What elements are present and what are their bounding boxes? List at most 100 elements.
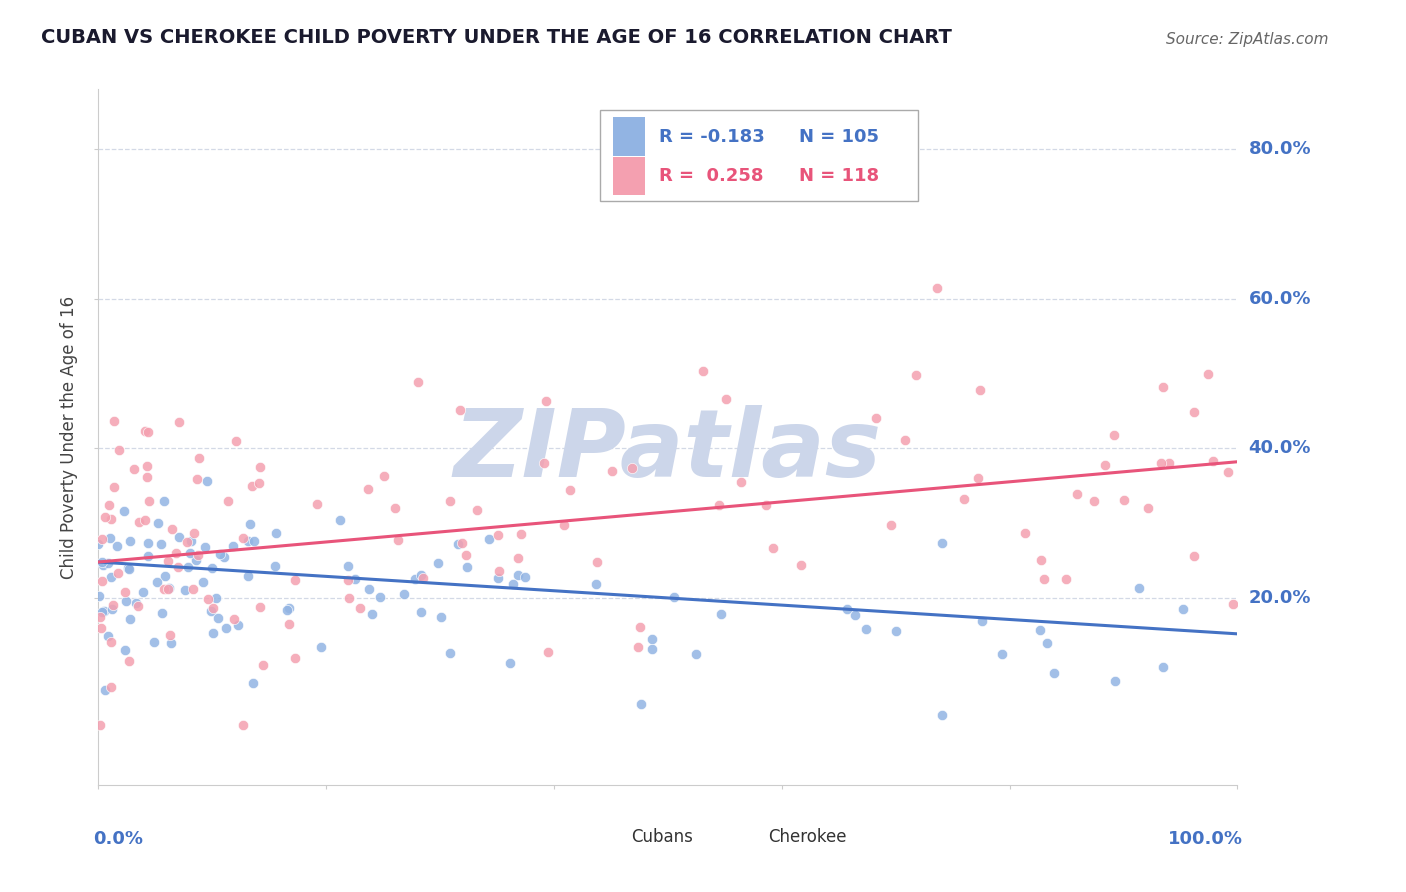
Point: [486, 571, 509, 585]
Point: [205, 591, 228, 606]
Point: [284, 650, 307, 665]
Point: [709, 607, 731, 621]
Point: [337, 591, 360, 605]
Point: [105, 539, 128, 553]
Point: [1036, 635, 1059, 649]
Point: [630, 697, 652, 711]
Point: [707, 498, 730, 512]
Point: [361, 607, 384, 622]
Text: Cherokee: Cherokee: [768, 828, 846, 847]
Text: 0.0%: 0.0%: [93, 830, 143, 848]
Point: [952, 491, 974, 506]
Point: [716, 392, 738, 406]
Point: [100, 570, 122, 584]
Point: [238, 533, 260, 548]
Point: [228, 618, 250, 632]
Point: [100, 680, 122, 694]
Point: [1033, 572, 1056, 586]
Point: [156, 553, 179, 567]
Point: [186, 553, 208, 567]
Text: 100.0%: 100.0%: [1168, 830, 1243, 848]
Point: [506, 567, 529, 582]
Text: 80.0%: 80.0%: [1249, 140, 1312, 158]
Point: [150, 537, 173, 551]
Point: [931, 708, 953, 723]
Point: [120, 533, 142, 548]
Point: [508, 551, 530, 566]
Point: [1182, 404, 1205, 418]
Point: [585, 577, 607, 591]
Point: [1042, 666, 1064, 681]
Point: [134, 513, 156, 527]
Point: [855, 622, 877, 636]
Point: [1031, 553, 1053, 567]
Point: [152, 582, 174, 597]
Point: [240, 479, 263, 493]
Point: [207, 611, 229, 625]
Point: [138, 425, 160, 439]
Point: [502, 577, 524, 591]
Point: [108, 443, 131, 458]
Point: [103, 598, 125, 612]
Point: [89, 718, 111, 732]
Point: [990, 647, 1012, 661]
Point: [186, 472, 208, 486]
Point: [1054, 572, 1077, 586]
Point: [159, 628, 181, 642]
Point: [447, 537, 470, 551]
Point: [157, 582, 180, 596]
Point: [201, 600, 224, 615]
Point: [370, 591, 392, 605]
Text: 40.0%: 40.0%: [1249, 439, 1312, 458]
Text: R = -0.183: R = -0.183: [659, 128, 765, 145]
Point: [865, 410, 887, 425]
Point: [160, 636, 183, 650]
Text: ZIPatlas: ZIPatlas: [454, 405, 882, 497]
Point: [138, 535, 160, 549]
Point: [305, 497, 328, 511]
Point: [641, 632, 664, 646]
Point: [264, 558, 287, 573]
Point: [127, 599, 149, 614]
Point: [118, 612, 141, 626]
Point: [844, 608, 866, 623]
Point: [122, 461, 145, 475]
Point: [1150, 456, 1173, 470]
Point: [114, 643, 136, 657]
Point: [1083, 494, 1105, 508]
Point: [284, 573, 307, 587]
Point: [449, 403, 471, 417]
Point: [1202, 454, 1225, 468]
Point: [905, 368, 928, 383]
Point: [201, 625, 224, 640]
Text: N = 105: N = 105: [799, 128, 879, 145]
Point: [628, 619, 651, 633]
Point: [429, 609, 451, 624]
Point: [90, 532, 112, 546]
Point: [537, 645, 560, 659]
Point: [454, 549, 477, 563]
Point: [730, 475, 752, 489]
Point: [128, 515, 150, 529]
Point: [195, 474, 218, 488]
Point: [125, 596, 148, 610]
Point: [513, 569, 536, 583]
FancyBboxPatch shape: [599, 110, 918, 201]
Point: [359, 582, 381, 597]
Point: [136, 549, 159, 564]
Point: [193, 575, 215, 590]
Point: [212, 549, 235, 564]
Point: [176, 535, 198, 549]
Point: [1128, 581, 1150, 595]
Point: [101, 602, 124, 616]
Point: [1094, 458, 1116, 472]
Point: [197, 592, 219, 607]
Point: [115, 594, 138, 608]
Point: [187, 548, 209, 562]
Point: [1182, 549, 1205, 563]
Point: [387, 533, 409, 548]
Point: [169, 415, 191, 429]
Point: [662, 590, 685, 604]
Text: R =  0.258: R = 0.258: [659, 167, 763, 186]
Point: [488, 564, 510, 578]
